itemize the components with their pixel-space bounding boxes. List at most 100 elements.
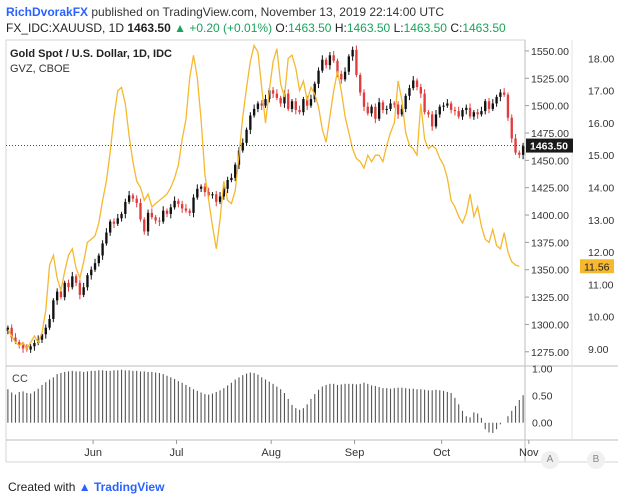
candle-body bbox=[21, 345, 25, 349]
time-tick-label: Jul bbox=[169, 447, 183, 459]
scale-b-button[interactable]: B bbox=[587, 451, 605, 469]
candle-body bbox=[101, 243, 104, 256]
candle-body bbox=[461, 110, 464, 117]
cc-indicator-label: CC bbox=[12, 373, 28, 385]
candle-body bbox=[502, 92, 506, 95]
price-tick-label: 1300.00 bbox=[531, 319, 569, 331]
candle-body bbox=[124, 201, 127, 214]
candle-body bbox=[431, 114, 434, 127]
candle-body bbox=[518, 152, 521, 155]
candle-body bbox=[226, 180, 229, 189]
candle-body bbox=[146, 212, 150, 232]
candle-body bbox=[249, 115, 252, 130]
scale-a-button[interactable]: A bbox=[541, 451, 559, 469]
gvz-tick-label: 10.00 bbox=[588, 312, 614, 324]
price-tick-label: 1350.00 bbox=[531, 265, 569, 277]
candle-body bbox=[33, 343, 36, 347]
candle-body bbox=[446, 103, 449, 106]
candle-body bbox=[48, 318, 51, 328]
candle-body bbox=[55, 291, 59, 301]
low-label: L: bbox=[393, 21, 404, 35]
open-value: 1463.50 bbox=[288, 21, 332, 35]
last-price-tag-label: 1463.50 bbox=[530, 141, 568, 153]
candle-body bbox=[283, 93, 286, 104]
candle-body bbox=[154, 217, 157, 221]
candle-body bbox=[408, 88, 411, 96]
candle-body bbox=[343, 71, 347, 80]
cc-tick-label: 0.50 bbox=[532, 391, 553, 403]
high-label: H: bbox=[334, 21, 347, 35]
candle-body bbox=[370, 106, 373, 114]
candle-body bbox=[309, 99, 313, 106]
candle-body bbox=[313, 83, 316, 100]
main-series-title: Gold Spot / U.S. Dollar, 1D, IDC bbox=[10, 48, 172, 60]
change-value: +0.20 (+0.01%) bbox=[189, 21, 273, 35]
price-tick-label: 1500.00 bbox=[531, 101, 569, 113]
candle-body bbox=[294, 101, 297, 111]
footer: Created with ▲ TradingView bbox=[8, 480, 164, 494]
candle-body bbox=[86, 275, 89, 288]
candle-body bbox=[514, 138, 517, 153]
candle-body bbox=[135, 198, 138, 203]
candle-body bbox=[6, 327, 10, 331]
candle-body bbox=[93, 263, 97, 270]
candle-body bbox=[366, 106, 369, 114]
cc-tick-label: 0.00 bbox=[532, 418, 553, 430]
low-value: 1463.50 bbox=[403, 21, 447, 35]
candle-body bbox=[44, 327, 47, 335]
gvz-last-tag bbox=[580, 259, 614, 274]
candle-body bbox=[434, 114, 438, 127]
gvz-tick-label: 16.00 bbox=[588, 118, 614, 130]
candle-body bbox=[230, 177, 233, 181]
candle-body bbox=[120, 213, 123, 219]
candle-body bbox=[131, 195, 135, 199]
candle-body bbox=[495, 96, 498, 104]
close-label: C: bbox=[450, 21, 463, 35]
candle-body bbox=[472, 112, 476, 117]
tradingview-brand[interactable]: TradingView bbox=[93, 480, 165, 494]
candle-body bbox=[302, 99, 305, 113]
candle-body bbox=[199, 186, 203, 189]
candle-body bbox=[234, 164, 237, 178]
tradingview-logo-icon: ▲ bbox=[78, 480, 91, 494]
time-tick-label: Sep bbox=[345, 447, 365, 459]
candle-body bbox=[415, 80, 419, 88]
gvz-tick-label: 13.00 bbox=[588, 215, 614, 227]
candle-body bbox=[192, 197, 195, 213]
price-tick-label: 1475.00 bbox=[531, 128, 569, 140]
candle-body bbox=[150, 212, 154, 218]
candle-body bbox=[499, 92, 502, 97]
candle-body bbox=[215, 194, 218, 202]
author-name[interactable]: RichDvorakFX bbox=[6, 5, 89, 19]
candle-body bbox=[453, 110, 457, 112]
time-tick-label: Oct bbox=[433, 447, 450, 459]
gvz-series-line bbox=[7, 43, 520, 351]
close-value: 1463.50 bbox=[462, 21, 506, 35]
candle-body bbox=[404, 95, 407, 109]
candle-body bbox=[241, 142, 244, 151]
price-tick-label: 1450.00 bbox=[531, 155, 569, 167]
candle-body bbox=[385, 108, 388, 111]
price-tick-label: 1375.00 bbox=[531, 237, 569, 249]
gvz-tick-label: 9.00 bbox=[588, 344, 609, 356]
candle-body bbox=[374, 106, 377, 119]
candle-body bbox=[169, 207, 172, 214]
candle-body bbox=[324, 59, 328, 66]
time-tick-label: Jun bbox=[84, 447, 102, 459]
candle-body bbox=[252, 108, 256, 116]
candle-body bbox=[188, 210, 191, 213]
price-tick-label: 1550.00 bbox=[531, 46, 569, 58]
candle-body bbox=[362, 92, 366, 107]
candle-body bbox=[287, 93, 290, 109]
last-price-tag bbox=[526, 138, 573, 153]
cc-tick-label: 1.00 bbox=[532, 364, 553, 376]
candle-body bbox=[476, 112, 479, 115]
candle-body bbox=[10, 327, 13, 338]
candle-body bbox=[275, 93, 279, 98]
candle-body bbox=[377, 102, 381, 119]
time-tick-label: Nov bbox=[519, 447, 539, 459]
candle-body bbox=[506, 94, 510, 118]
candle-body bbox=[355, 49, 358, 76]
candle-body bbox=[139, 203, 142, 220]
